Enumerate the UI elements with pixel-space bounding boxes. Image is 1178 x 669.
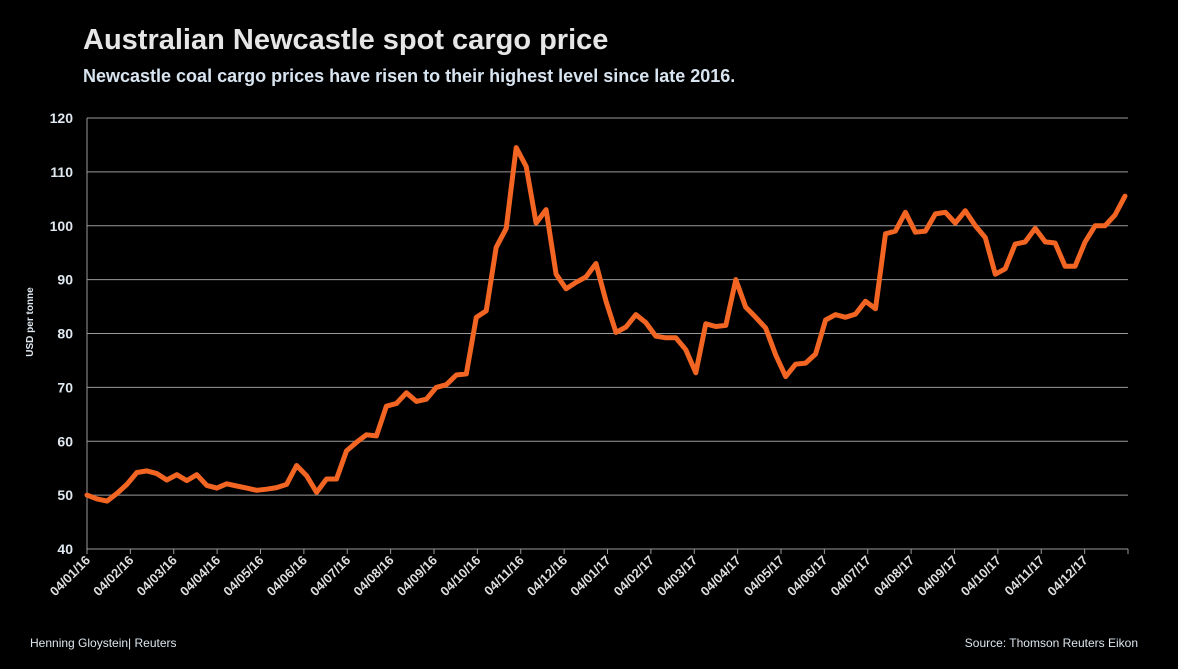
y-axis-label: USD per tonne bbox=[25, 287, 36, 357]
y-tick-label: 120 bbox=[50, 110, 74, 126]
x-tick-label: 04/07/16 bbox=[307, 553, 353, 599]
series-layer bbox=[84, 145, 1128, 504]
price-line bbox=[84, 145, 1128, 504]
x-tick-label: 04/12/16 bbox=[524, 553, 570, 599]
x-tick-label: 04/10/17 bbox=[958, 553, 1004, 599]
y-axis-ticks: 40 50 60 70 80 90 100 110 120 bbox=[50, 110, 74, 557]
x-tick-label: 04/08/17 bbox=[871, 553, 917, 599]
y-tick-label: 50 bbox=[57, 487, 73, 503]
y-tick-label: 70 bbox=[57, 379, 73, 395]
x-tick-label: 04/10/16 bbox=[437, 553, 483, 599]
x-tick-label: 04/02/17 bbox=[611, 553, 657, 599]
source-note: Source: Thomson Reuters Eikon bbox=[964, 636, 1138, 650]
y-tick-label: 100 bbox=[50, 218, 74, 234]
x-tick-label: 04/11/17 bbox=[1001, 553, 1047, 599]
x-tick-label: 04/02/16 bbox=[90, 553, 136, 599]
y-tick-label: 110 bbox=[50, 164, 73, 180]
x-tick-label: 04/09/17 bbox=[914, 553, 960, 599]
author-credit: Henning Gloystein| Reuters bbox=[30, 636, 177, 650]
y-tick-label: 40 bbox=[57, 541, 73, 557]
x-tick-label: 04/05/17 bbox=[741, 553, 787, 599]
x-tick-label: 04/06/16 bbox=[264, 553, 310, 599]
x-tick-label: 04/07/17 bbox=[827, 553, 873, 599]
chart-title: Australian Newcastle spot cargo price bbox=[83, 24, 609, 56]
x-tick-label: 04/01/16 bbox=[47, 553, 93, 599]
x-tick-label: 04/12/17 bbox=[1044, 553, 1090, 599]
x-tick-label: 04/11/16 bbox=[481, 553, 527, 599]
x-tick-label: 04/09/16 bbox=[394, 553, 440, 599]
x-tick-label: 04/04/17 bbox=[697, 553, 743, 599]
y-tick-label: 80 bbox=[57, 326, 73, 342]
x-tick-label: 04/06/17 bbox=[784, 553, 830, 599]
y-tick-label: 60 bbox=[57, 433, 73, 449]
gridlines bbox=[87, 117, 1128, 496]
x-tick-label: 04/04/16 bbox=[177, 553, 223, 599]
x-tick-label: 04/03/16 bbox=[133, 553, 179, 599]
x-tick-label: 04/05/16 bbox=[220, 553, 266, 599]
x-tick-label: 04/01/17 bbox=[567, 553, 613, 599]
chart-subtitle: Newcastle coal cargo prices have risen t… bbox=[83, 66, 736, 86]
x-tick-label: 04/08/16 bbox=[350, 553, 396, 599]
x-tick-label: 04/03/17 bbox=[654, 553, 700, 599]
y-tick-label: 90 bbox=[57, 272, 73, 288]
x-axis: 04/01/1604/02/1604/03/1604/04/1604/05/16… bbox=[47, 118, 1129, 599]
